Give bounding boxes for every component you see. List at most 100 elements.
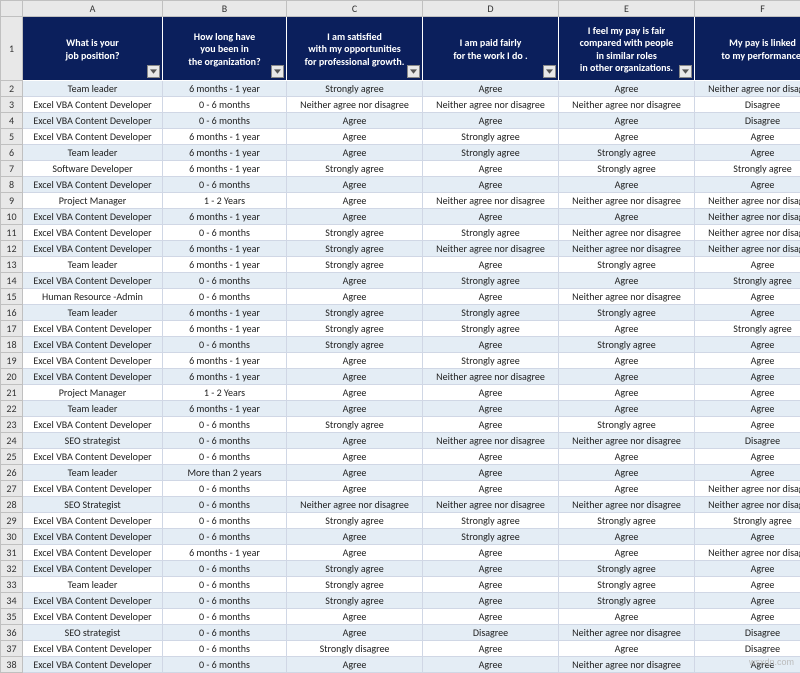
cell-C9[interactable]: Agree <box>287 193 423 209</box>
cell-D7[interactable]: Agree <box>423 161 559 177</box>
row-number[interactable]: 21 <box>1 385 23 401</box>
cell-E17[interactable]: Agree <box>559 321 695 337</box>
cell-A26[interactable]: Team leader <box>23 465 163 481</box>
cell-F17[interactable]: Strongly agree <box>695 321 800 337</box>
row-number[interactable]: 22 <box>1 401 23 417</box>
cell-D2[interactable]: Agree <box>423 81 559 97</box>
cell-B15[interactable]: 0 - 6 months <box>163 289 287 305</box>
cell-D38[interactable]: Agree <box>423 657 559 673</box>
cell-E22[interactable]: Agree <box>559 401 695 417</box>
cell-D32[interactable]: Agree <box>423 561 559 577</box>
cell-B33[interactable]: 0 - 6 months <box>163 577 287 593</box>
row-number[interactable]: 9 <box>1 193 23 209</box>
row-number[interactable]: 18 <box>1 337 23 353</box>
row-number[interactable]: 37 <box>1 641 23 657</box>
cell-A5[interactable]: Excel VBA Content Developer <box>23 129 163 145</box>
cell-D34[interactable]: Agree <box>423 593 559 609</box>
cell-A3[interactable]: Excel VBA Content Developer <box>23 97 163 113</box>
row-number[interactable]: 23 <box>1 417 23 433</box>
cell-F5[interactable]: Agree <box>695 129 800 145</box>
cell-D22[interactable]: Agree <box>423 401 559 417</box>
row-number[interactable]: 3 <box>1 97 23 113</box>
row-number[interactable]: 10 <box>1 209 23 225</box>
cell-C13[interactable]: Strongly agree <box>287 257 423 273</box>
cell-B37[interactable]: 0 - 6 months <box>163 641 287 657</box>
cell-F19[interactable]: Agree <box>695 353 800 369</box>
cell-E30[interactable]: Agree <box>559 529 695 545</box>
cell-E12[interactable]: Neither agree nor disagree <box>559 241 695 257</box>
cell-B31[interactable]: 6 months - 1 year <box>163 545 287 561</box>
cell-E36[interactable]: Neither agree nor disagree <box>559 625 695 641</box>
cell-A12[interactable]: Excel VBA Content Developer <box>23 241 163 257</box>
cell-F16[interactable]: Agree <box>695 305 800 321</box>
cell-D28[interactable]: Neither agree nor disagree <box>423 497 559 513</box>
cell-F24[interactable]: Disagree <box>695 433 800 449</box>
cell-E25[interactable]: Agree <box>559 449 695 465</box>
row-number[interactable]: 32 <box>1 561 23 577</box>
cell-D8[interactable]: Agree <box>423 177 559 193</box>
cell-A29[interactable]: Excel VBA Content Developer <box>23 513 163 529</box>
cell-D30[interactable]: Strongly agree <box>423 529 559 545</box>
cell-A15[interactable]: Human Resource -Admin <box>23 289 163 305</box>
cell-D36[interactable]: Disagree <box>423 625 559 641</box>
cell-E8[interactable]: Agree <box>559 177 695 193</box>
cell-B6[interactable]: 6 months - 1 year <box>163 145 287 161</box>
cell-D23[interactable]: Agree <box>423 417 559 433</box>
cell-A7[interactable]: Software Developer <box>23 161 163 177</box>
cell-E16[interactable]: Strongly agree <box>559 305 695 321</box>
cell-E32[interactable]: Strongly agree <box>559 561 695 577</box>
cell-B11[interactable]: 0 - 6 months <box>163 225 287 241</box>
cell-F12[interactable]: Neither agree nor disagree <box>695 241 800 257</box>
cell-B9[interactable]: 1 - 2 Years <box>163 193 287 209</box>
cell-E23[interactable]: Strongly agree <box>559 417 695 433</box>
row-number[interactable]: 2 <box>1 81 23 97</box>
cell-C26[interactable]: Agree <box>287 465 423 481</box>
cell-C20[interactable]: Agree <box>287 369 423 385</box>
cell-A21[interactable]: Project Manager <box>23 385 163 401</box>
column-header-C[interactable]: C <box>287 1 423 17</box>
filter-dropdown-icon[interactable] <box>147 65 160 78</box>
cell-E31[interactable]: Agree <box>559 545 695 561</box>
row-number[interactable]: 24 <box>1 433 23 449</box>
cell-A24[interactable]: SEO strategist <box>23 433 163 449</box>
row-number[interactable]: 25 <box>1 449 23 465</box>
row-number[interactable]: 17 <box>1 321 23 337</box>
cell-B18[interactable]: 0 - 6 months <box>163 337 287 353</box>
row-number[interactable]: 38 <box>1 657 23 673</box>
cell-D26[interactable]: Agree <box>423 465 559 481</box>
cell-D3[interactable]: Neither agree nor disagree <box>423 97 559 113</box>
cell-C15[interactable]: Agree <box>287 289 423 305</box>
cell-C12[interactable]: Strongly agree <box>287 241 423 257</box>
cell-F3[interactable]: Disagree <box>695 97 800 113</box>
cell-F28[interactable]: Neither agree nor disagree <box>695 497 800 513</box>
cell-B24[interactable]: 0 - 6 months <box>163 433 287 449</box>
row-number[interactable]: 5 <box>1 129 23 145</box>
filter-dropdown-icon[interactable] <box>679 65 692 78</box>
cell-F21[interactable]: Agree <box>695 385 800 401</box>
cell-C6[interactable]: Agree <box>287 145 423 161</box>
cell-A36[interactable]: SEO strategist <box>23 625 163 641</box>
cell-E21[interactable]: Agree <box>559 385 695 401</box>
cell-C23[interactable]: Strongly agree <box>287 417 423 433</box>
cell-C8[interactable]: Agree <box>287 177 423 193</box>
cell-E18[interactable]: Strongly agree <box>559 337 695 353</box>
cell-D20[interactable]: Neither agree nor disagree <box>423 369 559 385</box>
cell-F37[interactable]: Disagree <box>695 641 800 657</box>
cell-D35[interactable]: Agree <box>423 609 559 625</box>
cell-C14[interactable]: Agree <box>287 273 423 289</box>
cell-F33[interactable]: Agree <box>695 577 800 593</box>
row-number[interactable]: 20 <box>1 369 23 385</box>
row-number[interactable]: 11 <box>1 225 23 241</box>
cell-A38[interactable]: Excel VBA Content Developer <box>23 657 163 673</box>
cell-F4[interactable]: Disagree <box>695 113 800 129</box>
cell-C29[interactable]: Strongly agree <box>287 513 423 529</box>
column-header-D[interactable]: D <box>423 1 559 17</box>
cell-C2[interactable]: Strongly agree <box>287 81 423 97</box>
cell-E9[interactable]: Neither agree nor disagree <box>559 193 695 209</box>
cell-A22[interactable]: Team leader <box>23 401 163 417</box>
cell-E10[interactable]: Agree <box>559 209 695 225</box>
row-number[interactable]: 27 <box>1 481 23 497</box>
cell-C21[interactable]: Agree <box>287 385 423 401</box>
row-number[interactable]: 15 <box>1 289 23 305</box>
row-number[interactable]: 13 <box>1 257 23 273</box>
